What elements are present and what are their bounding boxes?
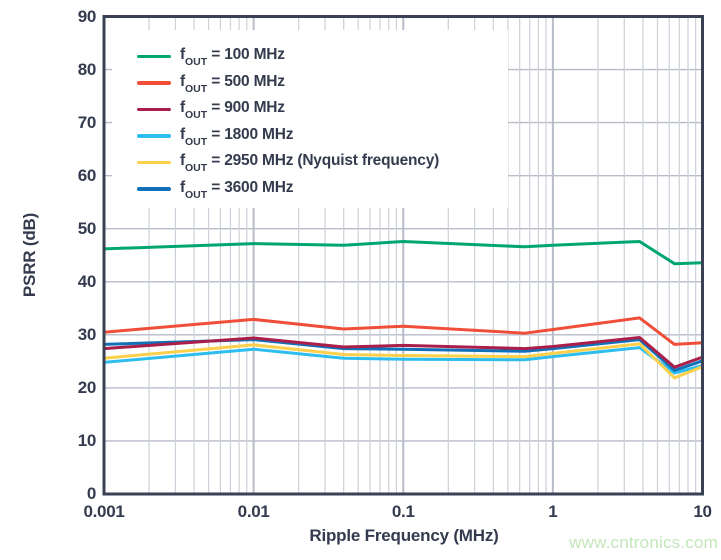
legend-label: fOUT = 500 MHz xyxy=(180,72,285,95)
y-tick-70: 70 xyxy=(77,112,97,132)
legend-row-2: fOUT = 500 MHz xyxy=(137,70,508,97)
legend-label: fOUT = 2950 MHz (Nyquist frequency) xyxy=(180,152,440,175)
legend-row-1: fOUT = 100 MHz xyxy=(137,43,508,70)
y-axis-title: PSRR (dB) xyxy=(20,212,39,298)
legend-line-swatch xyxy=(137,134,171,138)
legend-line-swatch xyxy=(137,107,171,111)
legend-row-5: fOUT = 2950 MHz (Nyquist frequency) xyxy=(137,149,508,176)
y-tick-40: 40 xyxy=(77,271,97,291)
series-line-2 xyxy=(102,316,704,346)
series-line-6 xyxy=(102,338,704,372)
y-tick-0: 0 xyxy=(86,484,96,503)
legend-label: fOUT = 3600 MHz xyxy=(180,178,294,201)
y-tick-10: 10 xyxy=(77,430,97,450)
plot-border xyxy=(102,15,704,496)
legend-line-swatch xyxy=(137,81,171,85)
x-tick-0.1: 0.1 xyxy=(391,502,415,521)
x-tick-0.001: 0.001 xyxy=(83,502,125,521)
x-tick-0.01: 0.01 xyxy=(237,502,270,521)
x-tick-1: 1 xyxy=(548,502,558,521)
legend-line-swatch xyxy=(137,160,171,164)
y-tick-20: 20 xyxy=(77,377,97,397)
legend-label: fOUT = 900 MHz xyxy=(180,99,285,122)
legend-label: fOUT = 1800 MHz xyxy=(180,125,294,148)
legend-label: fOUT = 100 MHz xyxy=(180,46,285,69)
x-axis-title: Ripple Frequency (MHz) xyxy=(309,526,499,545)
series-line-3 xyxy=(102,336,704,369)
series-line-5 xyxy=(102,342,704,380)
legend-line-swatch xyxy=(137,187,171,191)
legend-row-3: fOUT = 900 MHz xyxy=(137,96,508,123)
legend-line-swatch xyxy=(137,54,171,58)
series-line-1 xyxy=(102,240,704,266)
legend-row-6: fOUT = 3600 MHz xyxy=(137,176,508,203)
y-tick-30: 30 xyxy=(77,324,97,344)
legend-row-4: fOUT = 1800 MHz xyxy=(137,123,508,150)
y-tick-80: 80 xyxy=(77,59,97,79)
watermark-text: www.cntronics.com xyxy=(569,533,718,552)
chart-legend: fOUT = 100 MHz fOUT = 500 MHz fOUT = 900 M… xyxy=(112,30,508,208)
y-tick-90: 90 xyxy=(77,6,97,26)
x-tick-10: 10 xyxy=(693,502,712,521)
y-tick-50: 50 xyxy=(77,218,97,238)
y-tick-60: 60 xyxy=(77,165,97,185)
